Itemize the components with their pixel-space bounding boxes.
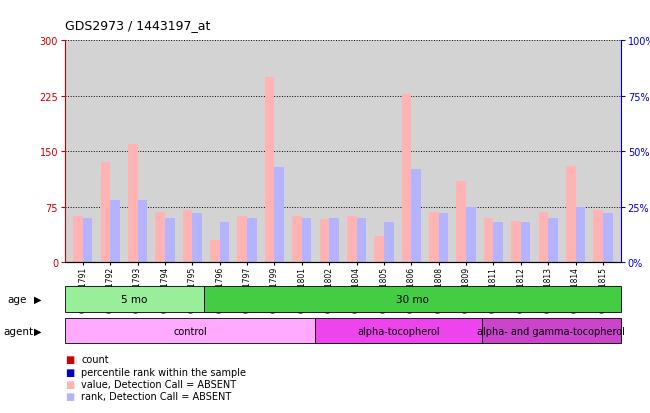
Bar — [357, 218, 366, 262]
Bar — [247, 218, 257, 262]
Bar — [315, 318, 482, 344]
Bar — [110, 200, 120, 262]
Bar — [576, 207, 585, 262]
Bar — [138, 200, 147, 262]
Bar — [402, 94, 411, 262]
Bar — [539, 212, 548, 262]
Text: 5 mo: 5 mo — [122, 294, 148, 304]
Bar — [101, 163, 110, 262]
Bar — [292, 216, 302, 262]
Bar — [65, 318, 315, 344]
Bar — [466, 207, 476, 262]
Bar — [274, 167, 284, 262]
Bar — [155, 212, 165, 262]
Bar — [165, 218, 174, 262]
Bar — [384, 223, 393, 262]
Bar — [73, 216, 83, 262]
Text: ■: ■ — [65, 367, 74, 377]
Bar — [237, 216, 247, 262]
Bar — [183, 211, 192, 262]
Text: ■: ■ — [65, 379, 74, 389]
Bar — [65, 286, 204, 312]
Bar — [566, 166, 576, 262]
Bar — [521, 223, 530, 262]
Text: GDS2973 / 1443197_at: GDS2973 / 1443197_at — [65, 19, 211, 31]
Text: 30 mo: 30 mo — [396, 294, 429, 304]
Text: count: count — [81, 354, 109, 364]
Bar — [548, 218, 558, 262]
Bar — [83, 218, 92, 262]
Bar — [593, 211, 603, 262]
Bar — [374, 237, 384, 262]
Bar — [192, 214, 202, 262]
Text: rank, Detection Call = ABSENT: rank, Detection Call = ABSENT — [81, 392, 231, 401]
Bar — [484, 218, 493, 262]
Text: percentile rank within the sample: percentile rank within the sample — [81, 367, 246, 377]
Text: age: age — [8, 294, 27, 304]
Bar — [220, 223, 229, 262]
Bar — [411, 169, 421, 262]
Text: control: control — [173, 326, 207, 336]
Bar — [265, 78, 274, 262]
Bar — [482, 318, 621, 344]
Bar — [603, 214, 612, 262]
Bar — [429, 212, 439, 262]
Text: ■: ■ — [65, 354, 74, 364]
Text: ▶: ▶ — [34, 294, 42, 304]
Bar — [347, 216, 357, 262]
Bar — [302, 218, 311, 262]
Bar — [329, 218, 339, 262]
Bar — [204, 286, 621, 312]
Text: alpha-tocopherol: alpha-tocopherol — [357, 326, 440, 336]
Text: agent: agent — [3, 326, 33, 336]
Bar — [456, 181, 466, 262]
Bar — [493, 223, 503, 262]
Text: value, Detection Call = ABSENT: value, Detection Call = ABSENT — [81, 379, 237, 389]
Text: ▶: ▶ — [34, 326, 42, 336]
Bar — [512, 222, 521, 262]
Bar — [439, 214, 448, 262]
Bar — [320, 220, 329, 262]
Text: ■: ■ — [65, 392, 74, 401]
Bar — [128, 145, 138, 262]
Text: alpha- and gamma-tocopherol: alpha- and gamma-tocopherol — [477, 326, 625, 336]
Bar — [210, 240, 220, 262]
